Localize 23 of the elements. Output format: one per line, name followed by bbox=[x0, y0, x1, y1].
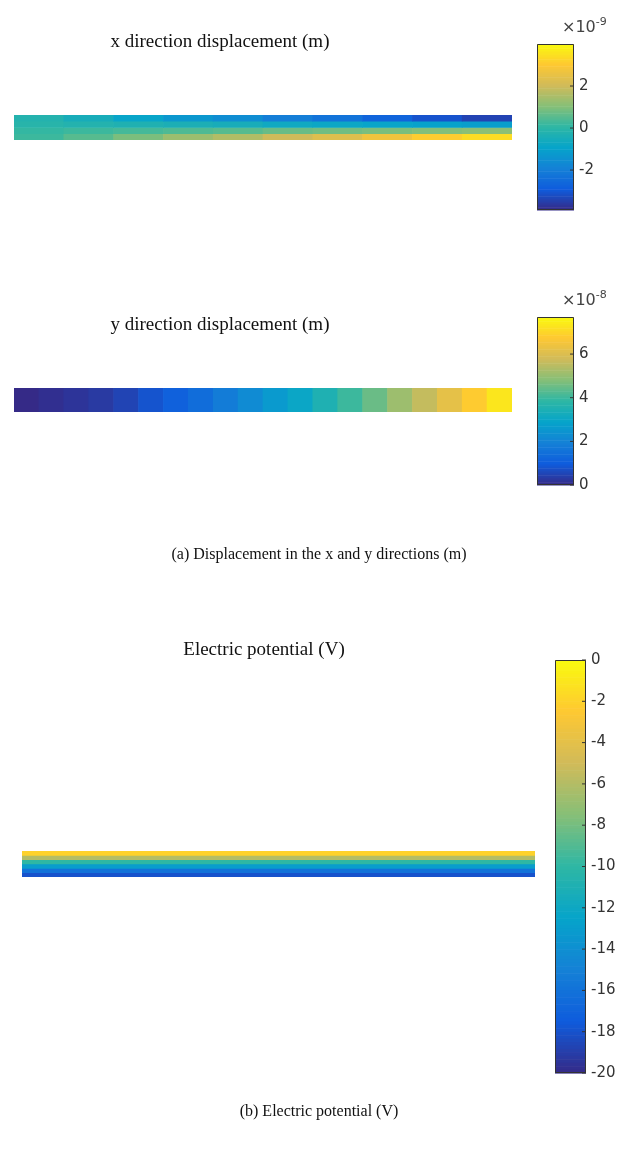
text: (b) Electric potential (V) bbox=[239, 1102, 399, 1121]
color-bar-label: 2 bbox=[579, 431, 589, 450]
color-bar-label: -14 bbox=[591, 938, 616, 957]
color-bar-label: -12 bbox=[591, 897, 616, 916]
color-bar-label: 4 bbox=[579, 387, 589, 406]
color-bar-label: -4 bbox=[591, 732, 606, 751]
color-bar-label: 0 bbox=[591, 649, 601, 668]
chart-title: Electric potential (V) bbox=[183, 637, 345, 660]
color-bar-label: 0 bbox=[579, 117, 589, 136]
chart-title: x direction displacement (m) bbox=[110, 29, 330, 52]
color-bar-label: -20 bbox=[591, 1062, 616, 1081]
text: (a) Displacement in the x and y directions (m) bbox=[171, 545, 467, 564]
color-bar-label: -2 bbox=[579, 159, 594, 178]
color-bar-label: -16 bbox=[591, 980, 616, 999]
chart-title: y direction displacement (m) bbox=[110, 312, 330, 335]
color-bar-label: 6 bbox=[579, 343, 589, 362]
color-bar-label: -8 bbox=[591, 815, 606, 834]
color-bar-label: 0 bbox=[579, 474, 589, 493]
color-bar-label: -6 bbox=[591, 773, 606, 792]
color-bar-label: -18 bbox=[591, 1021, 616, 1040]
color-bar-label: 2 bbox=[579, 75, 589, 94]
color-bar-label: -2 bbox=[591, 691, 606, 710]
color-bar-label: -10 bbox=[591, 856, 616, 875]
